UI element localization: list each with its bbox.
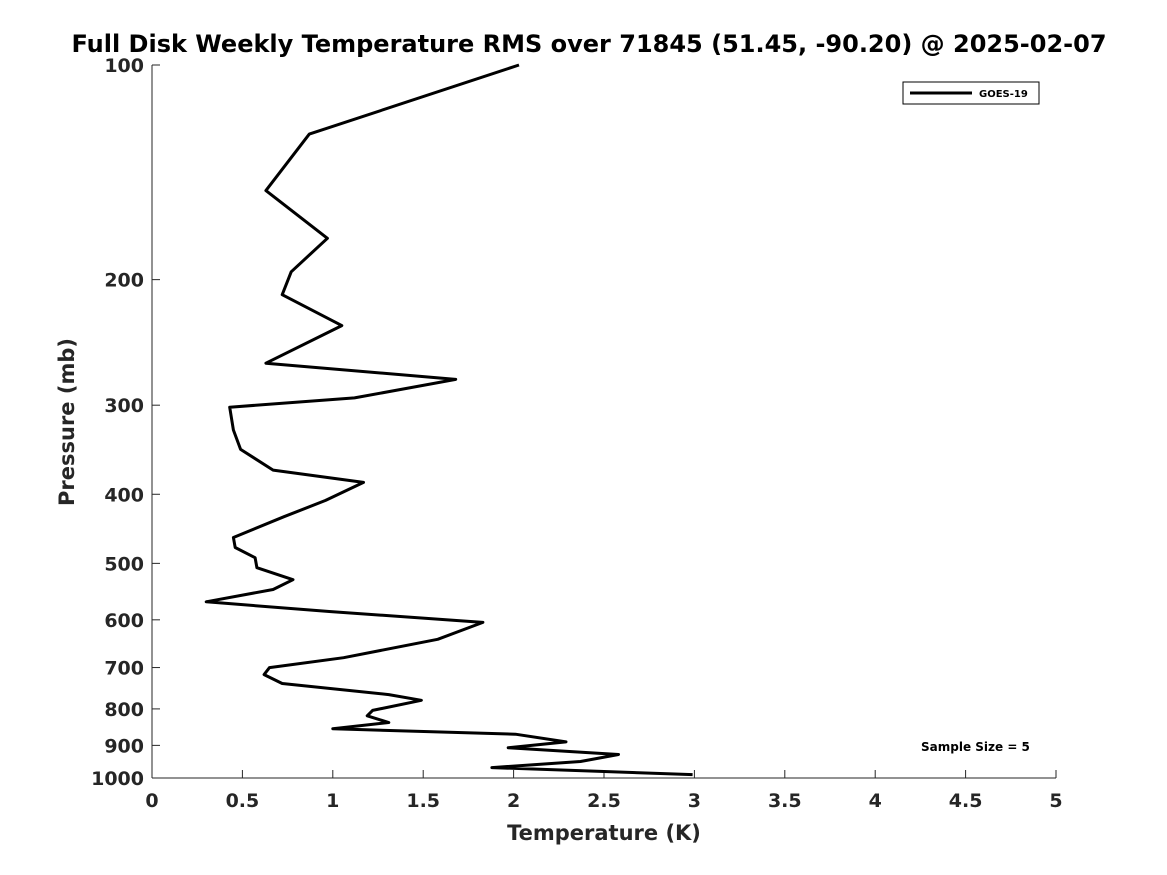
x-tick-label: 1 <box>326 790 339 812</box>
series-line-goes-19 <box>204 63 693 777</box>
x-ticks: 0 0.5 1 1.5 2 2.5 3 3.5 4 4.5 5 <box>145 770 1063 812</box>
x-tick-label: 1.5 <box>406 790 440 812</box>
x-tick-label: 2.5 <box>587 790 621 812</box>
y-tick-label: 600 <box>104 610 144 632</box>
y-tick-label: 800 <box>104 699 144 721</box>
x-tick-label: 0 <box>145 790 158 812</box>
y-tick-label: 300 <box>104 395 144 417</box>
chart-title: Full Disk Weekly Temperature RMS over 71… <box>71 30 1106 58</box>
y-tick-label: 900 <box>104 735 144 757</box>
y-tick-label: 100 <box>104 55 144 77</box>
x-tick-label: 3 <box>688 790 701 812</box>
legend-label-goes-19: GOES-19 <box>979 89 1028 100</box>
y-ticks: 100 200 300 400 500 600 700 800 900 1000 <box>91 55 160 790</box>
x-tick-label: 2 <box>507 790 520 812</box>
y-tick-label: 700 <box>104 658 144 680</box>
x-tick-label: 4.5 <box>949 790 983 812</box>
sample-size-note: Sample Size = 5 <box>921 740 1030 754</box>
x-tick-label: 0.5 <box>226 790 260 812</box>
y-tick-label: 1000 <box>91 768 144 790</box>
x-tick-label: 3.5 <box>768 790 802 812</box>
plot-area: 100 200 300 400 500 600 700 800 900 1000 0 0.5 1 1.5… <box>91 55 1063 812</box>
y-tick-label: 400 <box>104 484 144 506</box>
x-tick-label: 4 <box>869 790 882 812</box>
x-tick-label: 5 <box>1049 790 1062 812</box>
y-tick-label: 500 <box>104 553 144 575</box>
legend: GOES-19 <box>902 81 1040 105</box>
x-axis-label: Temperature (K) <box>507 821 701 845</box>
series-group <box>204 63 693 777</box>
y-tick-label: 200 <box>104 270 144 292</box>
y-axis-label: Pressure (mb) <box>55 338 79 506</box>
